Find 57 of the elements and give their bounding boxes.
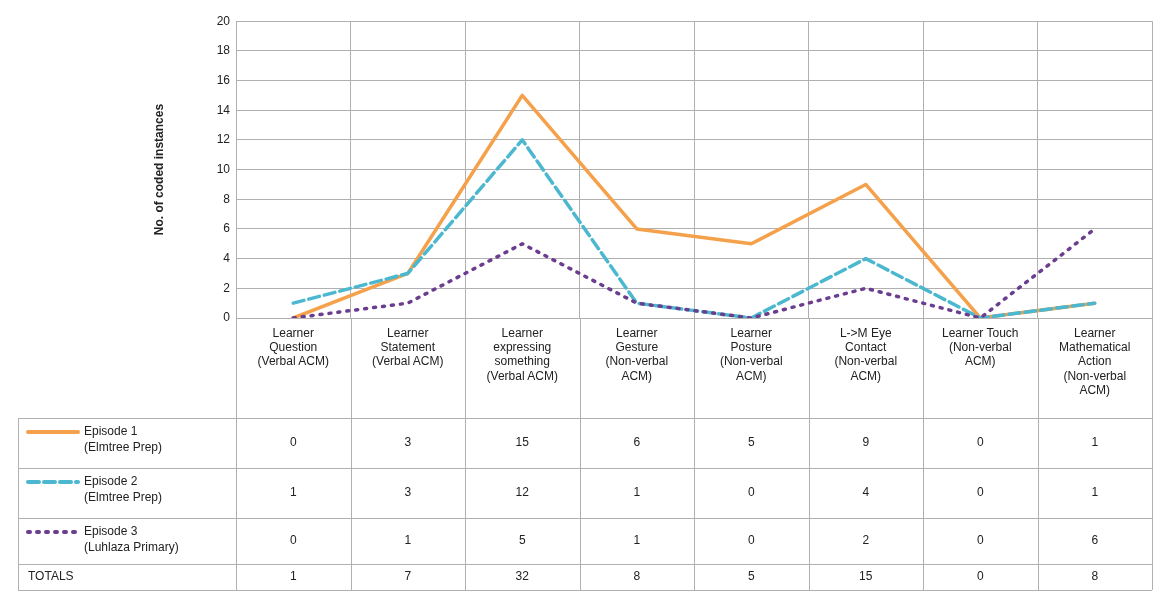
y-tick-label: 16 xyxy=(216,72,231,87)
data-label: 1 xyxy=(633,485,641,500)
y-tick-label: 8 xyxy=(223,191,231,206)
legend-label: Episode 2 (Elmtree Prep) xyxy=(84,474,163,505)
x-tick-label: Learner Statement (Verbal ACM) xyxy=(372,325,444,369)
x-tick-label: Learner Question (Verbal ACM) xyxy=(257,325,329,369)
data-label: 9 xyxy=(862,435,870,450)
data-label: 0 xyxy=(747,533,755,548)
y-tick-label: 10 xyxy=(216,161,231,176)
y-tick-label: 4 xyxy=(223,250,231,265)
legend-label: Episode 1 (Elmtree Prep) xyxy=(84,424,163,455)
text: 32 xyxy=(515,569,529,584)
x-tick-label: Learner expressing something (Verbal ACM) xyxy=(486,325,558,383)
data-label: 1 xyxy=(289,485,297,500)
data-label: 12 xyxy=(515,485,530,500)
data-label: 0 xyxy=(976,533,984,548)
y-tick-label: 0 xyxy=(223,310,231,325)
y-axis-title: No. of coded instances xyxy=(151,103,166,236)
data-label: 1 xyxy=(633,533,641,548)
x-tick-label: Learner Posture (Non-verbal ACM) xyxy=(719,325,783,383)
data-label: 4 xyxy=(862,485,870,500)
data-label: 1 xyxy=(1091,485,1099,500)
text: 8 xyxy=(1091,569,1099,584)
text: 0 xyxy=(976,569,984,584)
data-label: 3 xyxy=(404,485,412,500)
y-tick-label: 12 xyxy=(216,132,231,147)
text: 5 xyxy=(747,569,755,584)
text: 7 xyxy=(404,569,412,584)
text: 15 xyxy=(859,569,873,584)
text: TOTALS xyxy=(28,569,74,584)
data-label: 1 xyxy=(1091,435,1099,450)
data-label: 3 xyxy=(404,435,412,450)
data-label: 6 xyxy=(633,435,641,450)
data-label: 0 xyxy=(289,435,297,450)
data-label: 5 xyxy=(747,435,755,450)
data-label: 6 xyxy=(1091,533,1099,548)
text: 1 xyxy=(289,569,297,584)
data-label: 2 xyxy=(862,533,870,548)
y-tick-label: 20 xyxy=(216,13,231,28)
data-label: 5 xyxy=(518,533,526,548)
y-tick-label: 14 xyxy=(216,102,231,117)
line-series xyxy=(291,138,1097,318)
data-label: 0 xyxy=(976,435,984,450)
data-label: 0 xyxy=(976,485,984,500)
x-tick-label: Learner Gesture (Non-verbal ACM) xyxy=(605,325,669,383)
y-tick-label: 6 xyxy=(223,221,231,236)
text: 8 xyxy=(633,569,641,584)
x-tick-label: L->M Eye Contact (Non-verbal ACM) xyxy=(834,325,898,383)
data-label: 0 xyxy=(289,533,297,548)
data-label: 1 xyxy=(404,533,412,548)
x-tick-label: Learner Mathematical Action (Non-verbal ACM) xyxy=(1059,325,1131,398)
x-tick-label: Learner Touch (Non-verbal ACM) xyxy=(942,325,1019,369)
data-label: 15 xyxy=(515,435,530,450)
data-label: 0 xyxy=(747,485,755,500)
y-tick-label: 2 xyxy=(223,280,231,295)
y-tick-label: 18 xyxy=(216,43,231,58)
legend-label: Episode 3 (Luhlaza Primary) xyxy=(84,524,179,555)
